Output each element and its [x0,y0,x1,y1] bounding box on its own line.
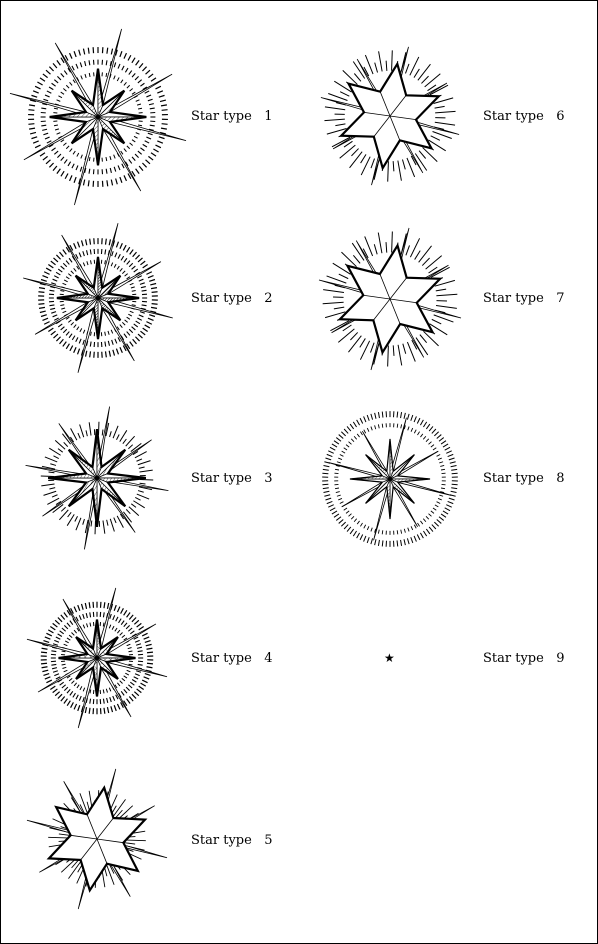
star-label-prefix: Star type [191,833,252,848]
star-label-prefix: Star type [483,291,544,306]
star-type-2-compass-rose-icon [23,223,173,373]
star-label-number: 6 [556,109,565,124]
star-type-3-compass-rose-icon [25,406,169,550]
star-label-number: 9 [556,651,565,666]
star-label-number: 8 [556,471,565,486]
star-label-number: 7 [556,291,565,306]
star-label-prefix: Star type [191,109,252,124]
star-label-prefix: Star type [483,651,544,666]
star-type-8-compass-rose-icon [322,411,458,547]
star-type-5-label: Star type 5 [191,833,273,849]
star-type-7-compass-rose-icon [318,227,462,371]
star-type-9-small-star-icon: ★ [384,651,395,665]
star-type-9-label: Star type 9 [483,651,565,667]
star-label-number: 3 [264,471,273,486]
star-label-prefix: Star type [483,471,544,486]
star-type-5-compass-rose-icon [26,768,168,910]
star-type-6-compass-rose-icon [320,46,460,186]
star-label-number: 1 [264,109,273,124]
star-type-1-label: Star type 1 [191,109,273,125]
star-label-number: 5 [264,833,273,848]
star-type-2-label: Star type 2 [191,291,273,307]
star-label-prefix: Star type [191,651,252,666]
star-type-7-label: Star type 7 [483,291,565,307]
star-type-8-label: Star type 8 [483,471,565,487]
star-label-prefix: Star type [191,471,252,486]
star-type-1-compass-rose-icon [9,28,187,206]
star-label-prefix: Star type [191,291,252,306]
star-type-4-compass-rose-icon [26,587,168,729]
star-label-prefix: Star type [483,109,544,124]
star-label-number: 2 [264,291,273,306]
star-type-3-label: Star type 3 [191,471,273,487]
star-type-6-label: Star type 6 [483,109,565,125]
star-type-4-label: Star type 4 [191,651,273,667]
star-label-number: 4 [264,651,273,666]
